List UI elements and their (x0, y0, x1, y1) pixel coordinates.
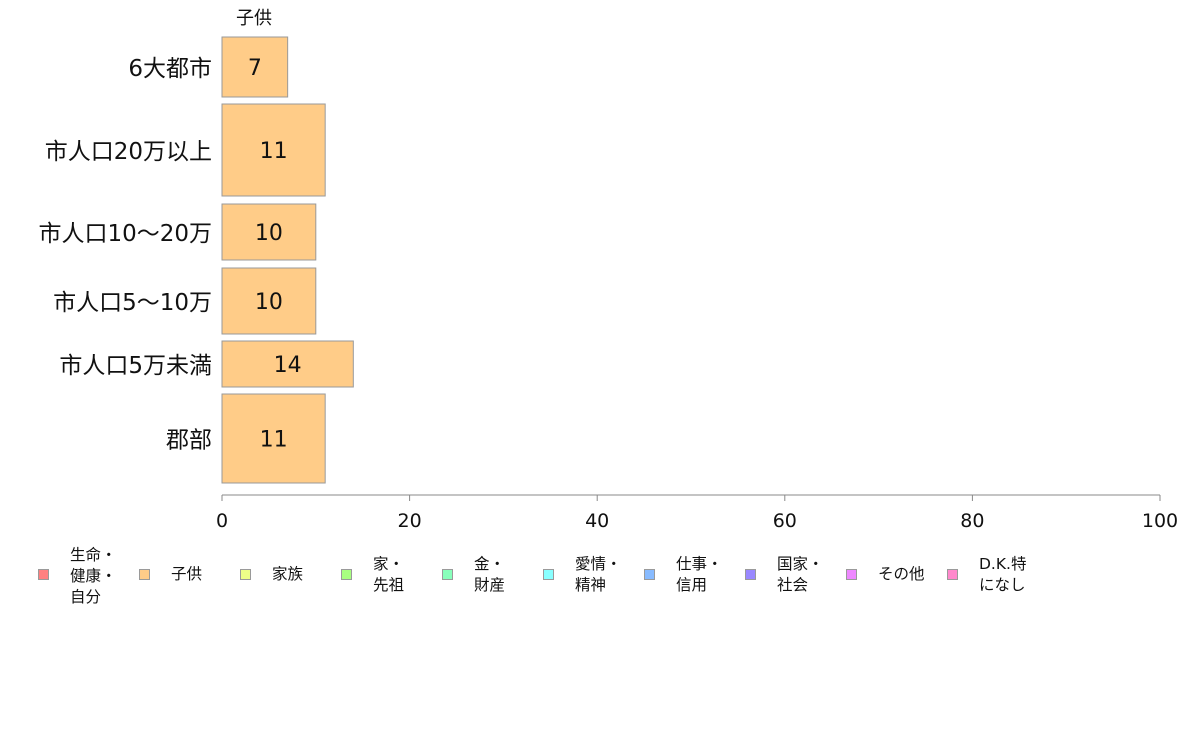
legend-item: 家族 (240, 545, 303, 585)
legend-label: 金・ 財産 (474, 555, 506, 594)
legend-swatch (644, 569, 655, 580)
category-label: 郡部 (166, 428, 212, 454)
bar-value-label: 7 (248, 56, 262, 81)
legend-swatch (745, 569, 756, 580)
x-tick-label: 20 (398, 510, 422, 532)
legend-swatch (947, 569, 958, 580)
legend-swatch (543, 569, 554, 580)
legend-swatch (846, 569, 857, 580)
legend-swatch (240, 569, 251, 580)
legend-item: 家・ 先祖 (341, 545, 404, 596)
legend-item: 国家・ 社会 (745, 545, 824, 596)
legend-item: 愛情・ 精神 (543, 545, 622, 596)
legend-item: 仕事・ 信用 (644, 545, 723, 596)
legend-swatch (341, 569, 352, 580)
legend-swatch (442, 569, 453, 580)
legend-item: 生命・ 健康・ 自分 (38, 545, 117, 608)
x-tick-label: 100 (1142, 510, 1178, 532)
legend-label: 子供 (171, 565, 203, 583)
legend-label: 愛情・ 精神 (575, 555, 622, 594)
bar-value-label: 10 (255, 290, 283, 315)
legend-swatch (38, 569, 49, 580)
bar-2 (221, 203, 317, 261)
bar-value-label: 11 (260, 139, 288, 164)
legend-item: 金・ 財産 (442, 545, 505, 596)
legend-item: 子供 (139, 545, 202, 585)
bar-3 (221, 267, 317, 335)
legend-label: 国家・ 社会 (777, 555, 824, 594)
legend-label: 生命・ 健康・ 自分 (70, 546, 117, 606)
category-label: 市人口20万以上 (45, 139, 212, 165)
x-tick-label: 80 (960, 510, 984, 532)
bar-value-label: 11 (260, 428, 288, 453)
legend-label: 家・ 先祖 (373, 555, 405, 594)
category-label: 市人口5～10万 (53, 290, 212, 316)
bar-4 (221, 340, 354, 388)
bar-value-label: 14 (274, 353, 302, 378)
legend-label: D.K.特 になし (979, 555, 1027, 594)
category-label: 市人口5万未満 (59, 353, 212, 379)
legend-item: D.K.特 になし (947, 545, 1026, 596)
bar-1 (221, 103, 326, 197)
legend: 生命・ 健康・ 自分 子供 家族 家・ 先祖 金・ 財産 愛情・ 精神 仕事・ 信用 国家・ … (38, 545, 1178, 615)
category-label: 6大都市 (128, 56, 212, 82)
bar-value-label: 10 (255, 221, 283, 246)
legend-item: その他 (846, 545, 925, 585)
x-tick-label: 40 (585, 510, 609, 532)
x-tick-label: 0 (216, 510, 228, 532)
bar-5 (221, 393, 326, 484)
category-label: 市人口10～20万 (38, 221, 212, 247)
x-tick-label: 60 (773, 510, 797, 532)
legend-label: 仕事・ 信用 (676, 555, 723, 594)
series-label: 子供 (236, 8, 272, 29)
bar-0 (221, 36, 289, 98)
legend-label: 家族 (272, 565, 304, 583)
legend-swatch (139, 569, 150, 580)
legend-label: その他 (878, 565, 925, 583)
